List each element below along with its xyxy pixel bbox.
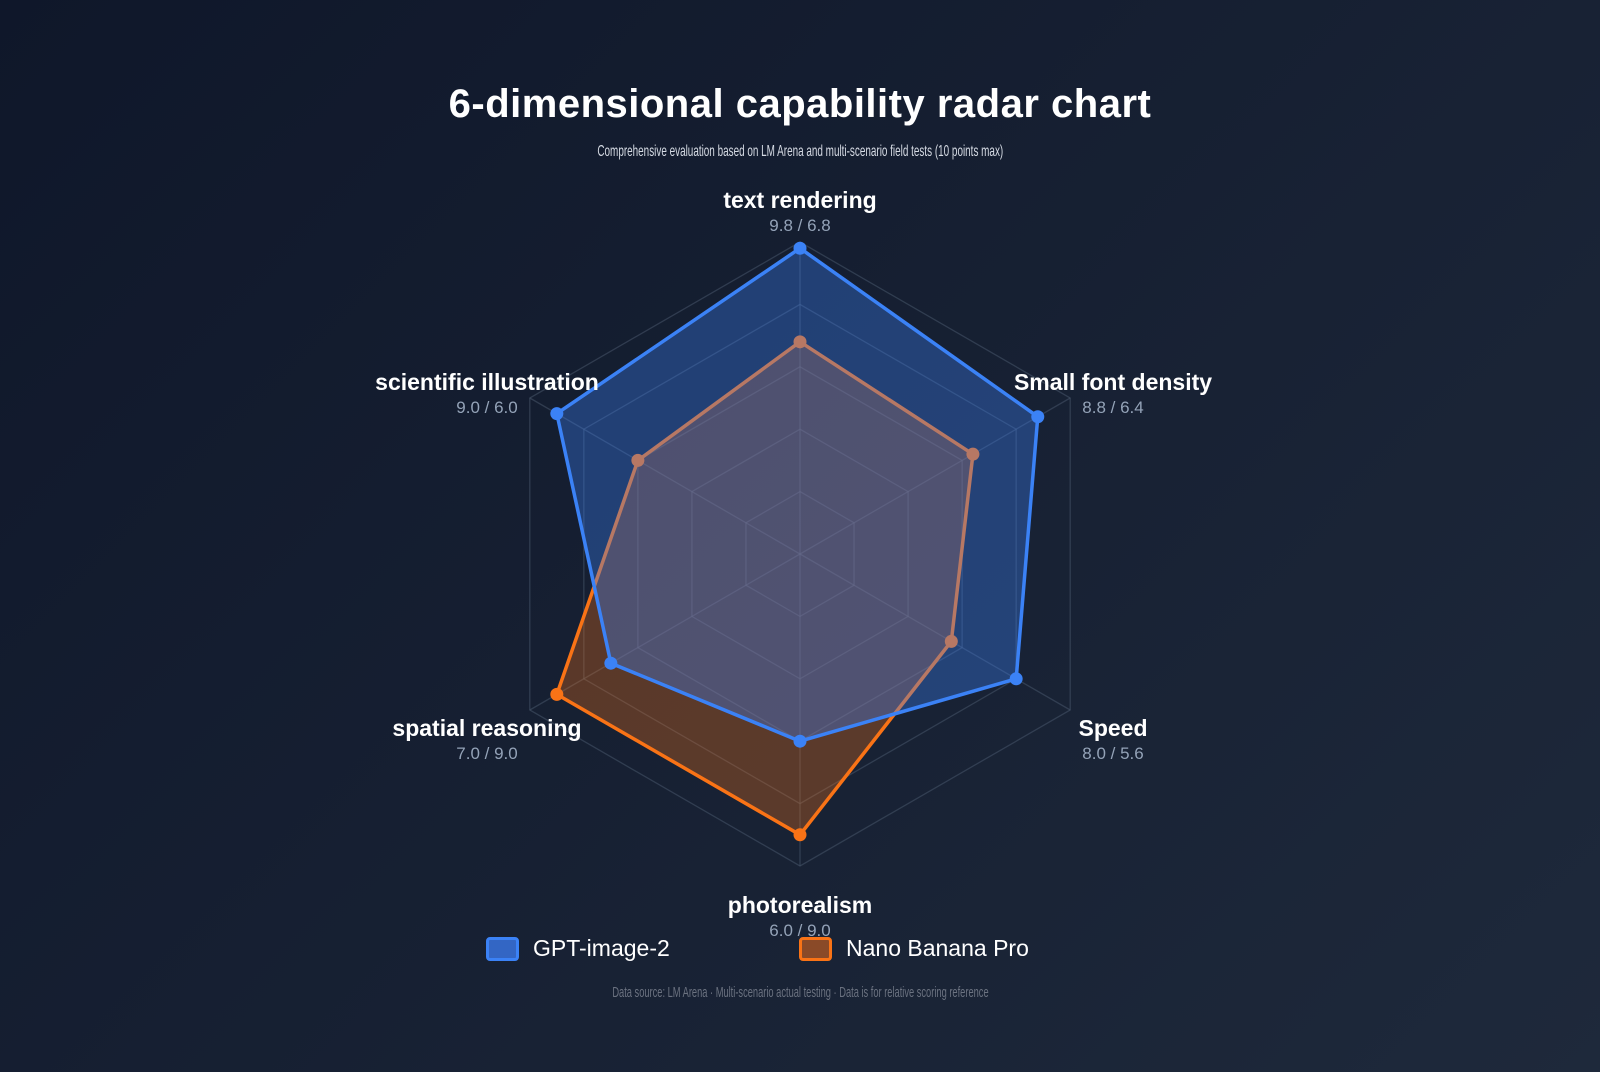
legend-label: GPT-image-2 xyxy=(533,935,670,961)
axis-name: text rendering xyxy=(723,187,877,213)
legend-label: Nano Banana Pro xyxy=(846,935,1029,961)
legend-item-gpt-image-2[interactable]: GPT-image-2 xyxy=(486,935,670,962)
legend-item-nano-banana-pro[interactable]: Nano Banana Pro xyxy=(799,935,1029,962)
axis-name: Speed xyxy=(1078,715,1148,741)
chart-title: 6-dimensional capability radar chart xyxy=(448,82,1152,126)
series-nano-banana-pro xyxy=(550,335,980,842)
axis-label-spatial-reasoning: spatial reasoning 7.0 / 9.0 xyxy=(392,715,581,765)
axis-label-photorealism: photorealism 6.0 / 9.0 xyxy=(728,892,872,942)
radar-grid xyxy=(529,241,1071,867)
axis-label-speed: Speed 8.0 / 5.6 xyxy=(1078,715,1147,765)
legend-swatch-gpt-image-2 xyxy=(486,936,519,961)
axis-name: scientific illustration xyxy=(375,369,599,395)
series-gpt-image-2 xyxy=(550,241,1045,748)
axis-values: 8.8 / 6.4 xyxy=(1082,398,1144,417)
chart-subtitle: Comprehensive evaluation based on LM Are… xyxy=(597,143,1003,160)
axis-values: 6.0 / 9.0 xyxy=(769,921,831,940)
axis-label-scientific-illustration: scientific illustration 9.0 / 6.0 xyxy=(375,369,599,419)
axis-name: Small font density xyxy=(1013,369,1213,395)
axis-values: 9.8 / 6.8 xyxy=(769,216,831,235)
axis-name: photorealism xyxy=(727,892,873,918)
footnote-container: Data source: LM Arena · Multi-scenario a… xyxy=(0,984,1600,1002)
axis-name: spatial reasoning xyxy=(392,715,582,741)
axis-label-text-rendering: text rendering 9.8 / 6.8 xyxy=(723,187,876,237)
axis-values: 9.0 / 6.0 xyxy=(456,398,518,417)
chart-subtitle-container: Comprehensive evaluation based on LM Are… xyxy=(0,143,1600,161)
axis-label-small-font-density: Small font density 8.8 / 6.4 xyxy=(1014,369,1212,419)
axis-values: 8.0 / 5.6 xyxy=(1082,744,1144,763)
chart-legend: GPT-image-2 Nano Banana Pro xyxy=(0,935,1600,963)
axis-values: 7.0 / 9.0 xyxy=(456,744,518,763)
legend-swatch-nano-banana-pro xyxy=(799,936,832,961)
data-source-footnote: Data source: LM Arena · Multi-scenario a… xyxy=(611,984,989,1001)
